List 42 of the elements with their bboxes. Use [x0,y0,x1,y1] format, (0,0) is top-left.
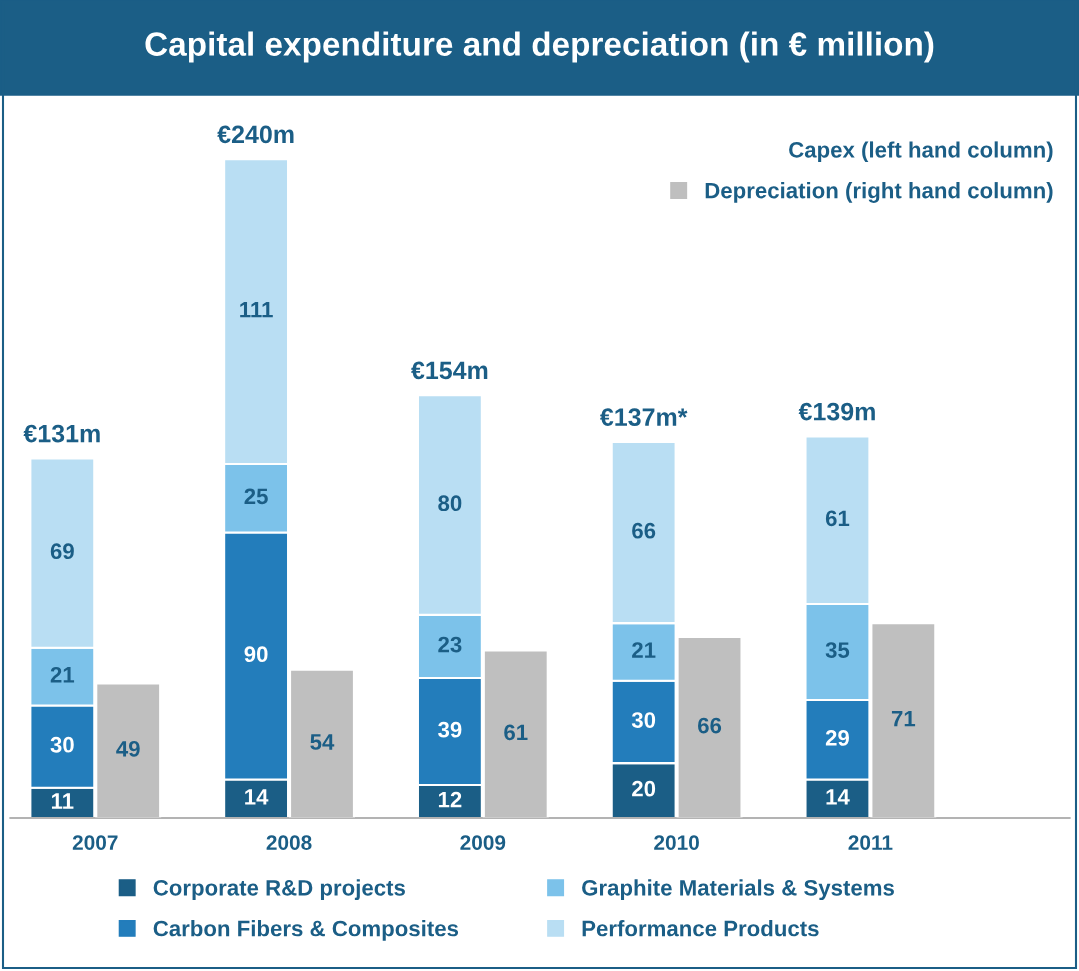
data-label: 35 [825,642,850,658]
legend-label: Performance Products [582,920,819,937]
x-tick-label: 2010 [654,835,699,850]
data-label: 21 [50,666,75,683]
data-label: 14 [826,789,850,805]
annotation: €154m [411,361,488,380]
chart-title: Capital expenditure and depreciation (in € million) [145,31,934,63]
data-label: 66 [632,522,656,539]
data-label: 69 [50,543,74,560]
data-label: 54 [310,734,335,750]
data-label: 23 [438,636,462,653]
x-tick-label: 2007 [72,835,118,850]
annotation: €139m [798,402,875,421]
data-label: 80 [438,495,462,512]
data-label: 29 [825,730,849,746]
data-label: 66 [698,717,722,734]
data-label: 39 [438,721,462,738]
annotation: €137m* [600,408,688,426]
legend-label: Carbon Fibers & Composites [153,920,459,941]
legend-label: Corporate R&D projects [153,879,405,901]
data-label: 111 [240,302,273,318]
annotation: €240m [217,125,294,144]
data-label: 49 [116,740,140,757]
x-tick-label: 2009 [460,835,506,850]
data-label: 71 [891,711,916,727]
data-label: 14 [245,789,269,805]
data-label: 61 [504,724,528,741]
annotation: €131m [23,424,100,443]
data-label: 30 [631,712,656,728]
data-label: 20 [632,780,656,797]
x-tick-label: 2011 [848,835,893,850]
data-label: 25 [244,488,268,505]
x-tick-label: 2008 [266,835,312,850]
data-label: 12 [438,791,462,808]
data-label: 11 [51,793,74,809]
legend-label: Graphite Materials & Systems [582,879,894,901]
legend-title: Capex (left hand column) [789,141,1053,163]
legend-label: Depreciation (right hand column) [705,182,1053,203]
data-label: 61 [825,510,850,527]
data-label: 90 [244,646,268,663]
data-label: 21 [632,642,656,658]
data-label: 30 [50,736,74,753]
